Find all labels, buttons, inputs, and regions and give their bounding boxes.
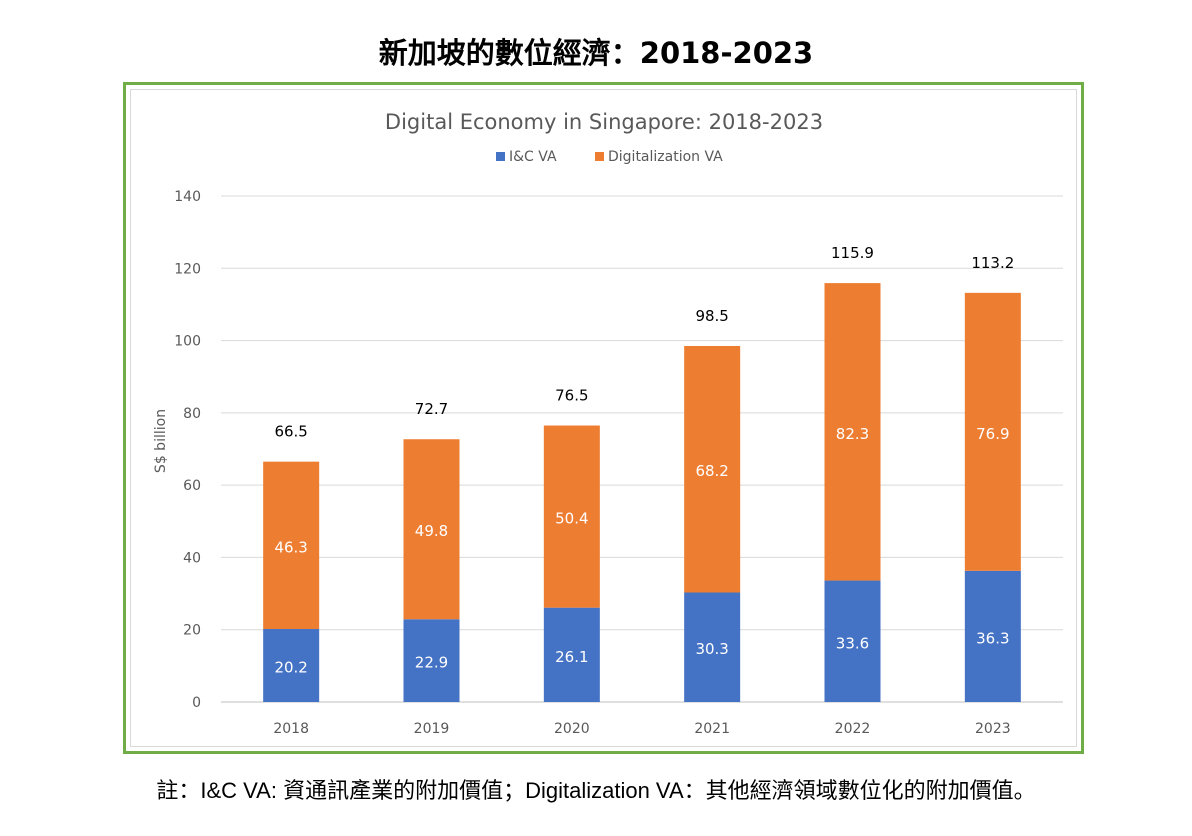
bar-ic-va <box>543 607 600 702</box>
y-tick-label: 60 <box>183 478 201 494</box>
data-label-digitalization-va: 68.2 <box>695 462 728 480</box>
total-label: 72.7 <box>415 400 448 418</box>
y-tick-label: 0 <box>192 695 201 711</box>
y-tick-label: 120 <box>174 261 201 277</box>
data-label-ic-va: 36.3 <box>976 629 1009 647</box>
chart-frame: Digital Economy in Singapore: 2018-2023 I… <box>123 82 1084 754</box>
data-label-digitalization-va: 46.3 <box>274 538 307 556</box>
data-label-ic-va: 33.6 <box>836 634 869 652</box>
data-label-ic-va: 26.1 <box>555 648 588 666</box>
total-label: 98.5 <box>695 307 728 325</box>
bar-ic-va <box>964 570 1021 702</box>
total-label: 76.5 <box>555 387 588 405</box>
legend-swatch-ic-va <box>496 152 505 161</box>
data-label-digitalization-va: 82.3 <box>836 425 869 443</box>
page-title: 新加坡的數位經濟：2018-2023 <box>378 36 814 70</box>
bar-digitalization-va <box>964 292 1021 571</box>
data-label-digitalization-va: 76.9 <box>976 425 1009 443</box>
legend-label-ic-va: I&C VA <box>509 149 557 165</box>
y-tick-label: 100 <box>174 334 201 350</box>
bar-digitalization-va <box>543 425 600 608</box>
total-label: 66.5 <box>274 423 307 441</box>
x-tick-label: 2021 <box>694 721 730 737</box>
x-tick-label: 2020 <box>554 721 590 737</box>
bar-ic-va <box>403 619 460 702</box>
y-tick-label: 20 <box>183 623 201 639</box>
y-axis-label: S$ billion <box>153 409 169 473</box>
data-label-ic-va: 22.9 <box>415 654 448 672</box>
data-label-ic-va: 30.3 <box>695 640 728 658</box>
total-label: 113.2 <box>971 254 1014 272</box>
chart-inner-border <box>130 89 1077 747</box>
y-tick-label: 80 <box>183 406 201 422</box>
bar-digitalization-va <box>403 439 460 620</box>
bar-digitalization-va <box>824 283 881 581</box>
y-tick-label: 140 <box>174 189 201 205</box>
legend-swatch-digitalization-va <box>595 152 604 161</box>
data-label-ic-va: 20.2 <box>274 658 307 676</box>
chart: Digital Economy in Singapore: 2018-2023 I… <box>153 110 1063 737</box>
data-label-digitalization-va: 49.8 <box>415 522 448 540</box>
bar-ic-va <box>824 580 881 702</box>
total-label: 115.9 <box>831 244 874 262</box>
y-tick-label: 40 <box>183 550 201 566</box>
legend-label-digitalization-va: Digitalization VA <box>608 149 723 165</box>
x-tick-label: 2019 <box>414 721 450 737</box>
bar-digitalization-va <box>684 345 741 593</box>
chart-title: Digital Economy in Singapore: 2018-2023 <box>385 110 823 134</box>
x-tick-label: 2018 <box>273 721 309 737</box>
bar-ic-va <box>684 592 741 702</box>
x-tick-label: 2023 <box>975 721 1011 737</box>
x-tick-label: 2022 <box>835 721 871 737</box>
bar-ic-va <box>263 628 320 702</box>
bar-digitalization-va <box>263 461 320 629</box>
data-label-digitalization-va: 50.4 <box>555 510 588 528</box>
footnote: 註：I&C VA: 資通訊產業的附加價值；Digitalization VA：其… <box>156 778 1036 803</box>
